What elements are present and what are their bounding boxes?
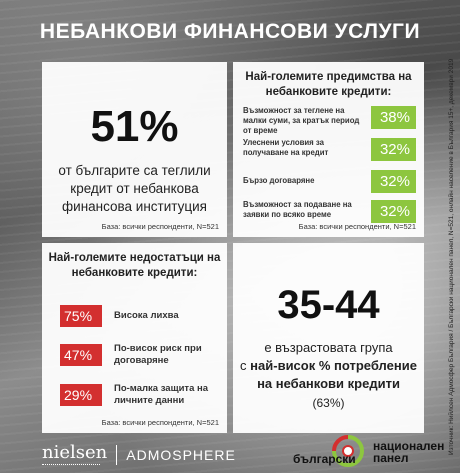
age-group-value: 35-44 (277, 283, 380, 327)
advantage-label: Улеснени условия за получаване на кредит (243, 138, 329, 157)
admosphere-wordmark: ADMOSPHERE (126, 446, 236, 463)
advantage-label: Бързо договаряне (243, 176, 315, 185)
age-group-line2: с най-висок % потребление (233, 358, 424, 373)
disadvantage-item: 29% По-малка защита на личните данни (60, 383, 219, 407)
advantage-value-badge: 32% (371, 170, 416, 193)
logo-divider (116, 444, 118, 465)
stat-base-note: База: всички респонденти, N=521 (101, 222, 219, 231)
age-group-line1: е възрастовата група (264, 340, 393, 355)
panel-word2: национален (373, 439, 445, 453)
advantage-value-badge: 32% (371, 138, 416, 161)
disadvantage-label: По-малка защита на личните данни (114, 383, 209, 406)
advantages-base-note: База: всички респонденти, N=521 (298, 222, 416, 231)
age-group-line3: на небанкови кредити (257, 376, 400, 391)
page-title: НЕБАНКОВИ ФИНАНСОВИ УСЛУГИ (39, 20, 421, 43)
advantage-label: Възможност за подаване на заявки по всяк… (243, 200, 352, 219)
advantages-card: Най-големите предимства на небанковите к… (233, 62, 424, 237)
advantage-item: Възможност за подаване на заявки по всяк… (243, 200, 416, 223)
age-group-line2-prefix: с (240, 358, 251, 373)
stat-card: 51% от българите са теглили кредит от не… (42, 62, 227, 237)
partner-logos: nielsen ADMOSPHERE (42, 442, 236, 467)
panel-logo: български национален панел (285, 432, 444, 472)
disadvantages-card: Най-големите недостатъци на небанковите … (42, 243, 227, 433)
disadvantage-label: По-висок риск при договаряне (114, 343, 202, 366)
advantage-label: Възможност за теглене на малки суми, за … (243, 106, 360, 135)
source-note: Източник: Нийлсен Адмосфер България / Бъ… (448, 58, 455, 455)
advantage-item: Възможност за теглене на малки суми, за … (243, 106, 416, 135)
advantage-item: Бързо договаряне 32% (243, 170, 416, 193)
stat-value: 51% (90, 102, 179, 151)
advantage-item: Улеснени условия за получаване на кредит… (243, 138, 416, 161)
disadvantage-value-badge: 75% (60, 305, 102, 327)
advantage-value-badge: 32% (371, 200, 416, 223)
disadvantage-label: Висока лихва (114, 310, 179, 321)
panel-words: национален панел (373, 440, 444, 464)
age-group-percentage: (63%) (312, 396, 345, 410)
disadvantage-value-badge: 47% (60, 344, 102, 366)
age-group-line2-bold: най-висок % потребление (250, 358, 417, 373)
advantages-heading: Най-големите предимства на небанковите к… (245, 71, 412, 98)
panel-word1: български (293, 452, 356, 466)
nielsen-logo: nielsen (42, 442, 107, 467)
panel-word3: панел (373, 451, 409, 465)
disadvantages-heading: Най-големите недостатъци на небанковите … (48, 252, 221, 279)
stat-description: от българите са теглили кредит от небанк… (58, 163, 211, 214)
advantage-value-badge: 38% (371, 106, 416, 129)
nielsen-wordmark: nielsen (42, 442, 108, 463)
age-group-card: 35-44 е възрастовата група с най-висок %… (233, 243, 424, 433)
disadvantage-item: 75% Висока лихва (60, 305, 219, 328)
disadvantage-value-badge: 29% (60, 384, 102, 406)
panel-swirl-icon (332, 435, 364, 467)
disadvantages-base-note: База: всички респонденти, N=521 (101, 418, 219, 427)
disadvantage-item: 47% По-висок риск при договаряне (60, 343, 219, 367)
nielsen-underline (42, 464, 100, 467)
